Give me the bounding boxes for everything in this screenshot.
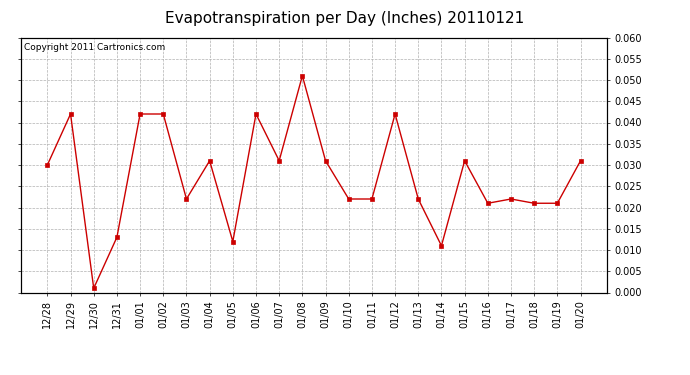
Text: Evapotranspiration per Day (Inches) 20110121: Evapotranspiration per Day (Inches) 2011… [166, 11, 524, 26]
Text: Copyright 2011 Cartronics.com: Copyright 2011 Cartronics.com [23, 43, 165, 52]
